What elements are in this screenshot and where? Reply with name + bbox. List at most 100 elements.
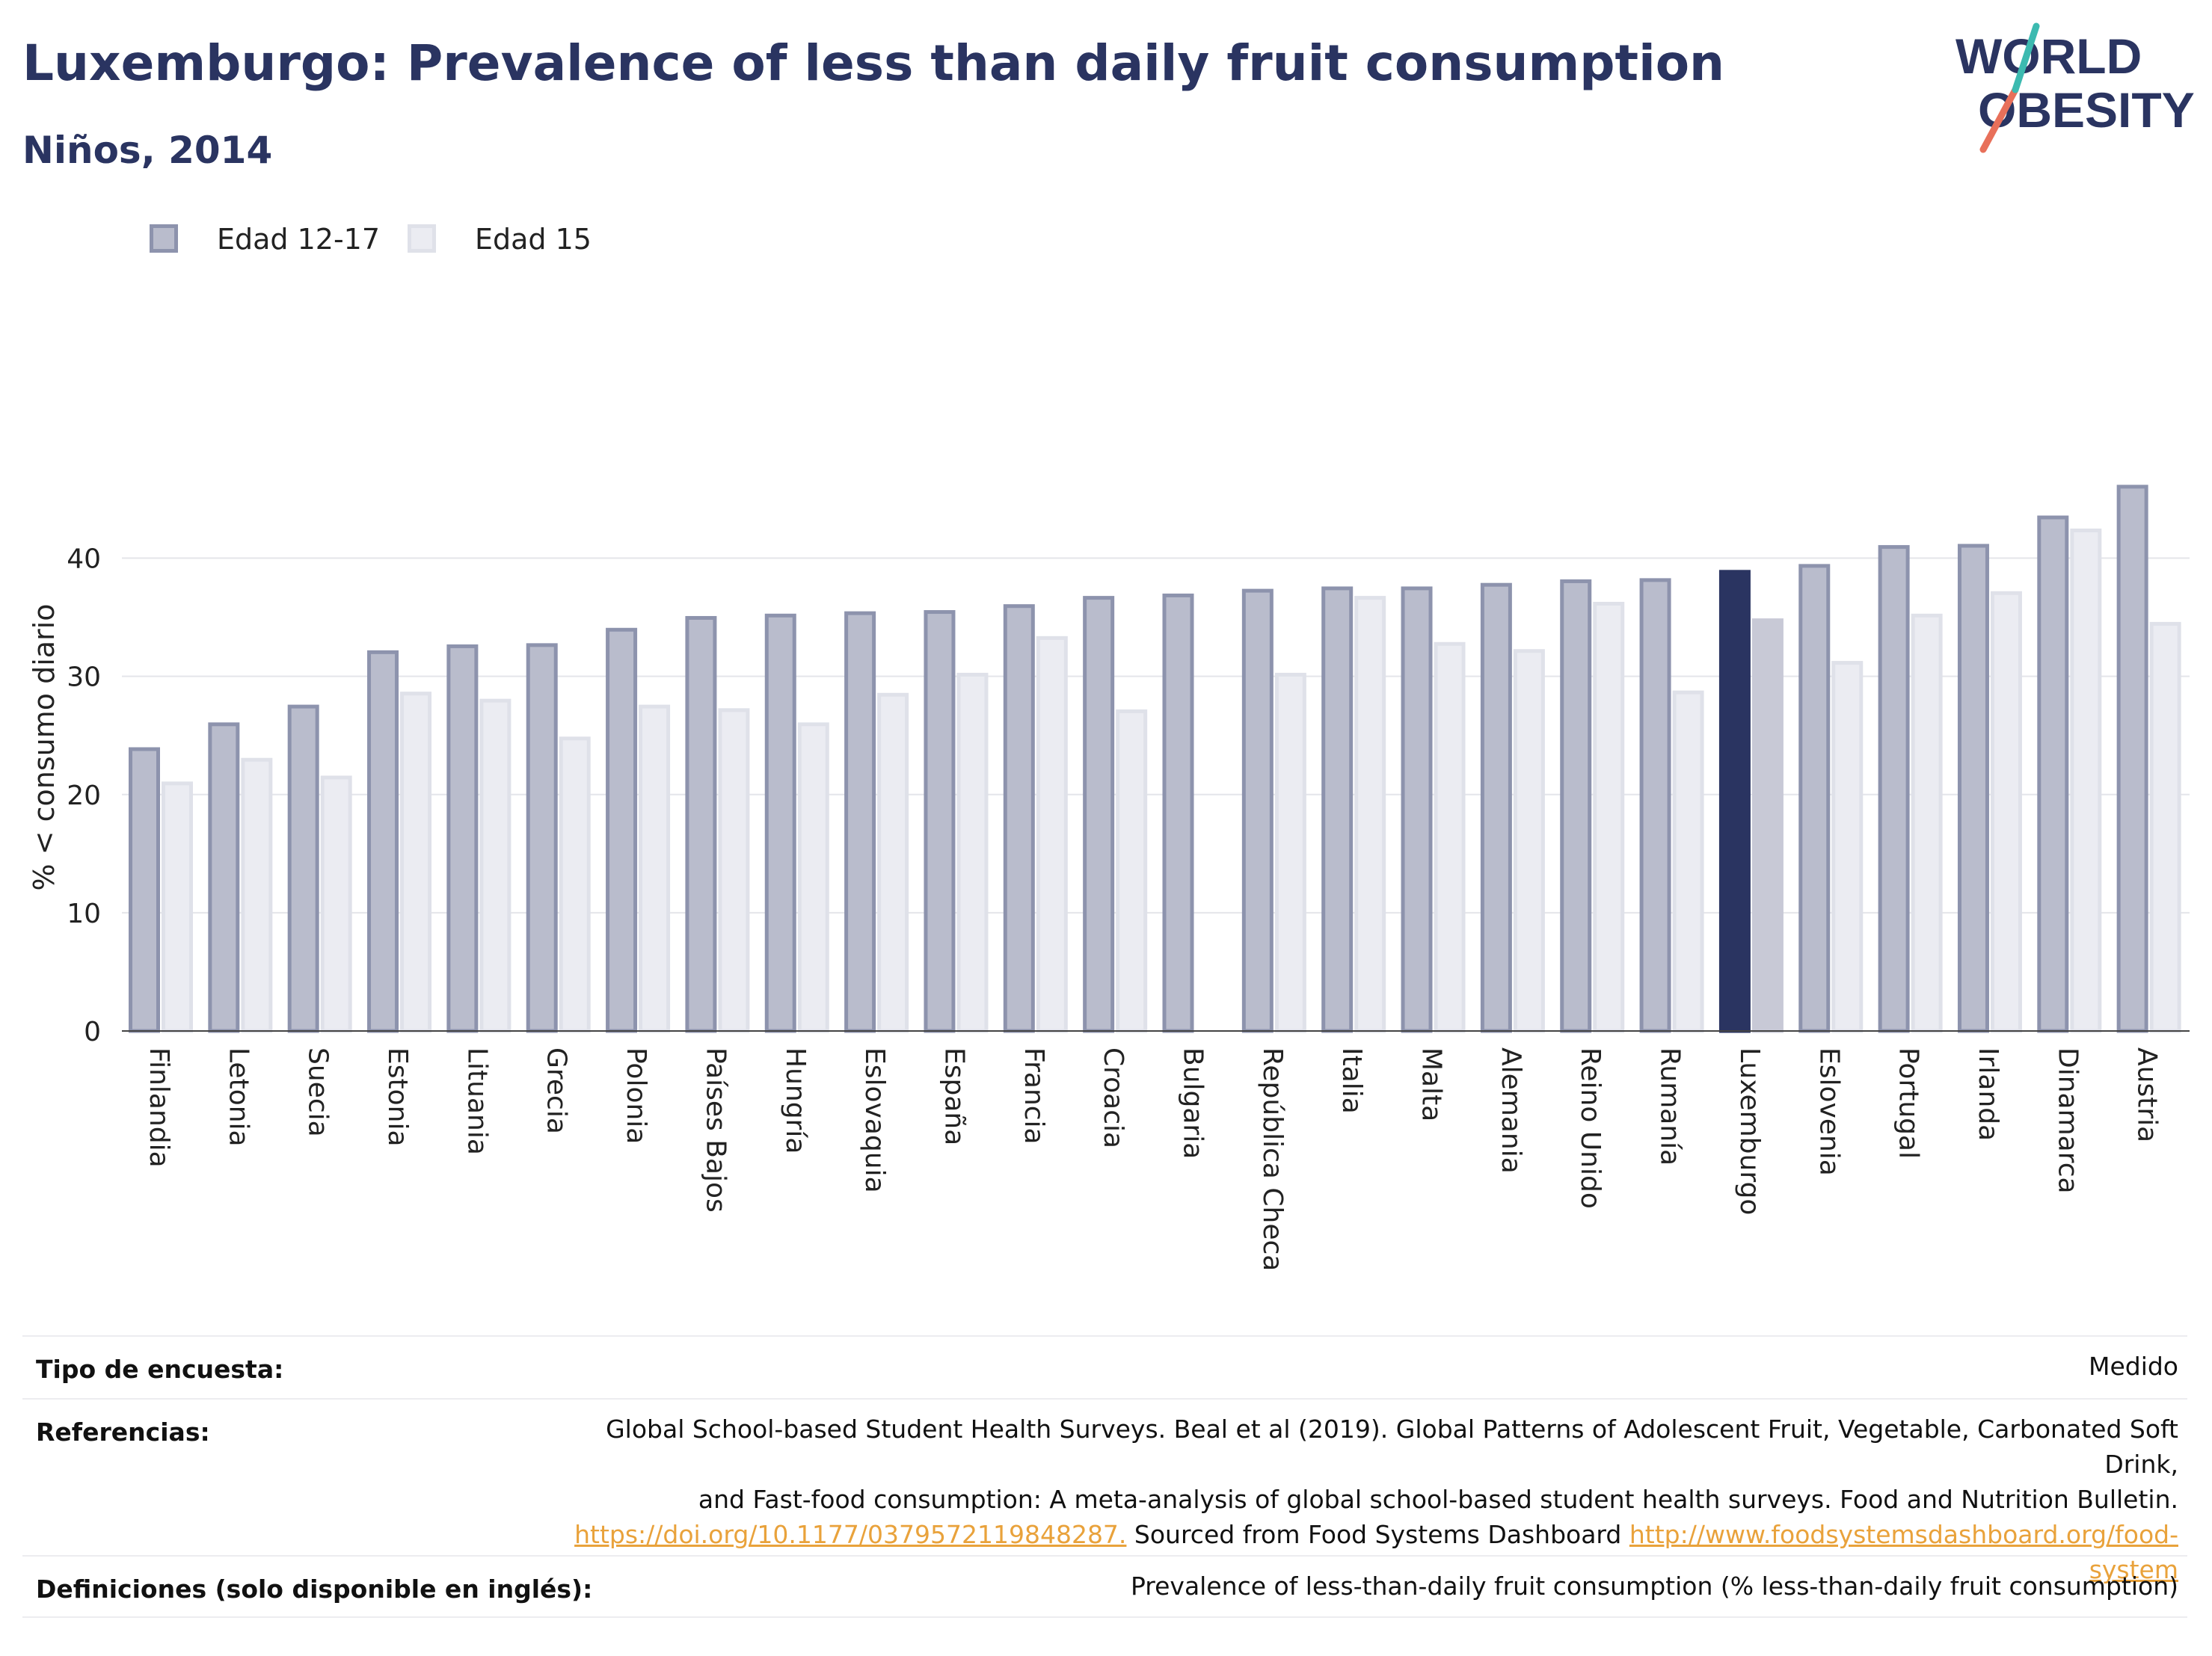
x-tick-label: Italia xyxy=(1336,1047,1367,1114)
bar-series-1 xyxy=(367,650,399,1033)
bar-series-2 xyxy=(1593,602,1625,1033)
bar-series-1 xyxy=(685,615,717,1033)
x-tick-label: Grecia xyxy=(541,1047,572,1134)
x-tick-label: Finlandia xyxy=(144,1047,174,1168)
bar-series-1 xyxy=(1957,544,1989,1033)
bar-series-2 xyxy=(162,781,193,1033)
logo-slash-teal xyxy=(2012,22,2040,93)
bar-series-1 xyxy=(606,627,638,1033)
y-tick-label: 0 xyxy=(84,1017,101,1047)
bar-series-1 xyxy=(1480,582,1512,1033)
x-tick-label: Lituania xyxy=(461,1047,492,1155)
bar-series-1 xyxy=(1401,586,1433,1033)
x-tick-label: Letonia xyxy=(223,1047,254,1147)
references-line-1: Global School-based Student Health Surve… xyxy=(606,1415,2178,1479)
references-label: Referencias: xyxy=(36,1418,210,1447)
logo-text-obesity: OBESITY xyxy=(1978,82,2195,138)
bar-series-1 xyxy=(2037,515,2069,1033)
bar-series-2 xyxy=(1672,690,1704,1033)
bar-series-1 xyxy=(844,611,876,1033)
bar-series-1 xyxy=(208,722,240,1033)
bar-series-1 xyxy=(1798,564,1831,1033)
footer-divider xyxy=(22,1398,2187,1400)
bar-series-1 xyxy=(446,644,479,1033)
y-axis-title: % < consumo diario xyxy=(28,604,61,891)
definitions-value: Prevalence of less-than-daily fruit cons… xyxy=(1130,1572,2178,1601)
bar-series-1 xyxy=(1083,596,1115,1033)
x-tick-label: Irlanda xyxy=(1973,1047,2003,1141)
doi-link[interactable]: https://doi.org/10.1177/0379572119848287… xyxy=(574,1520,1127,1549)
x-tick-label: Hungría xyxy=(780,1047,811,1154)
references-line-4: system xyxy=(533,1552,2178,1587)
x-tick-label: Eslovaquia xyxy=(859,1047,890,1193)
survey-type-value: Medido xyxy=(2088,1352,2178,1381)
x-tick-label: Eslovenia xyxy=(1813,1047,1844,1176)
bar-series-2 xyxy=(1831,661,1864,1033)
logo-slash-red xyxy=(1979,86,2019,153)
definitions-label: Definiciones (solo disponible en inglés)… xyxy=(36,1575,593,1604)
bar-series-2 xyxy=(1990,591,2022,1033)
world-obesity-logo: WORLD OBESITY xyxy=(1956,22,2195,153)
x-tick-label: Países Bajos xyxy=(700,1047,731,1213)
x-tick-label: Francia xyxy=(1019,1047,1049,1145)
bar-series-2 xyxy=(479,698,511,1033)
bar-series-2 xyxy=(797,722,829,1033)
bar-series-1 xyxy=(1241,588,1274,1033)
footer-row-survey-type: Tipo de encuesta: Medido xyxy=(22,1337,2187,1397)
x-tick-label: Reino Unido xyxy=(1575,1047,1606,1209)
bar-series-1 xyxy=(1321,586,1354,1033)
legend-swatch-series-1 xyxy=(150,224,178,253)
bar-series-1 xyxy=(129,747,160,1033)
bar-series-1 xyxy=(924,610,956,1033)
y-tick-label: 30 xyxy=(67,662,101,693)
x-tick-label: Malta xyxy=(1416,1047,1447,1121)
x-tick-label: Rumanía xyxy=(1655,1047,1686,1166)
y-tick-label: 20 xyxy=(67,781,101,811)
bar-series-2 xyxy=(1751,618,1784,1033)
x-tick-label: Austria xyxy=(2132,1047,2163,1142)
bar-series-1 xyxy=(1878,545,1910,1033)
bar-series-1 xyxy=(2116,484,2148,1033)
bar-series-2 xyxy=(241,757,273,1033)
bar-chart: 0 10 20 30 40% < consumo diario Finlandia Leto… xyxy=(28,484,2190,1271)
x-tick-label: Luxemburgo xyxy=(1734,1047,1765,1215)
references-line-2: and Fast-food consumption: A meta-analys… xyxy=(698,1485,2178,1514)
bar-series-2 xyxy=(1911,613,1943,1033)
bar-series-2 xyxy=(2149,621,2181,1033)
bar-series-2 xyxy=(1434,641,1466,1033)
bar-series-1 xyxy=(526,643,558,1033)
logo-text-world: WORLD xyxy=(1956,28,2142,84)
bar-series-2 xyxy=(400,692,432,1033)
footer-divider xyxy=(22,1616,2187,1618)
references-sourced-text: Sourced from Food Systems Dashboard xyxy=(1126,1520,1629,1549)
page-subtitle: Niños, 2014 xyxy=(22,129,273,172)
page-title: Luxemburgo: Prevalence of less than dail… xyxy=(22,34,1725,92)
food-systems-dashboard-link-cont[interactable]: system xyxy=(2089,1555,2178,1584)
survey-type-label: Tipo de encuesta: xyxy=(36,1355,284,1384)
bar-series-1 xyxy=(1639,578,1671,1033)
bar-series-1 xyxy=(1003,604,1035,1033)
x-tick-label: Estonia xyxy=(382,1047,413,1147)
bar-series-2 xyxy=(2070,528,2102,1033)
x-tick-label: Polonia xyxy=(621,1047,651,1144)
bar-series-1 xyxy=(1718,570,1751,1033)
x-tick-label: Dinamarca xyxy=(2052,1047,2083,1194)
legend-label-series-1: Edad 12-17 xyxy=(217,223,381,256)
references-text: Global School-based Student Health Surve… xyxy=(533,1412,2178,1587)
bar-series-2 xyxy=(639,704,671,1033)
bar-series-2 xyxy=(1274,672,1306,1033)
x-tick-label: República Checa xyxy=(1257,1047,1288,1271)
x-tick-label: España xyxy=(938,1047,969,1145)
y-tick-label: 40 xyxy=(67,544,101,575)
bar-series-2 xyxy=(320,775,352,1033)
x-tick-label: Suecia xyxy=(303,1047,334,1137)
bar-series-2 xyxy=(1036,635,1068,1033)
x-tick-label: Croacia xyxy=(1098,1047,1128,1148)
bar-series-2 xyxy=(559,736,591,1033)
bar-series-2 xyxy=(1513,649,1545,1033)
x-tick-label: Portugal xyxy=(1893,1047,1924,1159)
footer-divider xyxy=(22,1555,2187,1557)
food-systems-dashboard-link[interactable]: http://www.foodsystemsdashboard.org/food… xyxy=(1629,1520,2178,1549)
legend-swatch-series-2 xyxy=(408,224,436,253)
x-tick-label: Bulgaria xyxy=(1178,1047,1208,1159)
